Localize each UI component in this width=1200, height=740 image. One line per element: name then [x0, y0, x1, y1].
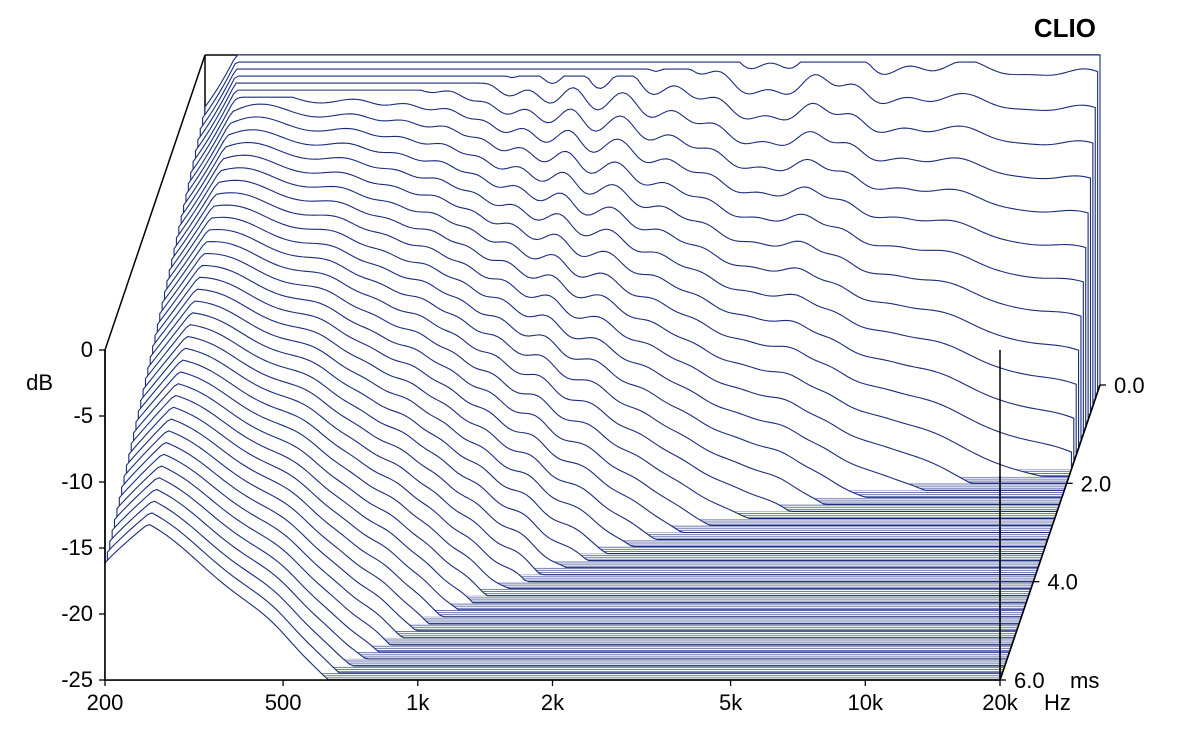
- brand-label: CLIO: [1034, 13, 1096, 43]
- z-axis-unit: ms: [1070, 668, 1099, 693]
- waterfall-plot: 0 -5 -10 -15 -20 -25 dB 200 500 1k 2k 5k 10k 20k Hz 0.0…: [0, 0, 1200, 740]
- y-tick-label: -25: [61, 667, 93, 692]
- x-tick-label: 20k: [982, 690, 1018, 715]
- z-tick-label: 2.0: [1081, 471, 1112, 496]
- y-tick-label: -10: [61, 469, 93, 494]
- y-tick-label: -15: [61, 535, 93, 560]
- x-tick-label: 500: [265, 690, 302, 715]
- y-tick-label: -5: [73, 403, 93, 428]
- z-tick-label: 0.0: [1114, 373, 1145, 398]
- x-tick-label: 200: [87, 690, 124, 715]
- y-axis-unit: dB: [26, 370, 53, 395]
- z-tick-label: 4.0: [1047, 570, 1078, 595]
- x-tick-label: 10k: [848, 690, 884, 715]
- x-tick-label: 2k: [541, 690, 565, 715]
- x-tick-label: 5k: [719, 690, 743, 715]
- x-axis-unit: Hz: [1044, 690, 1071, 715]
- z-tick-label: 6.0: [1014, 668, 1045, 693]
- y-tick-label: -20: [61, 601, 93, 626]
- y-tick-label: 0: [81, 337, 93, 362]
- x-tick-label: 1k: [406, 690, 430, 715]
